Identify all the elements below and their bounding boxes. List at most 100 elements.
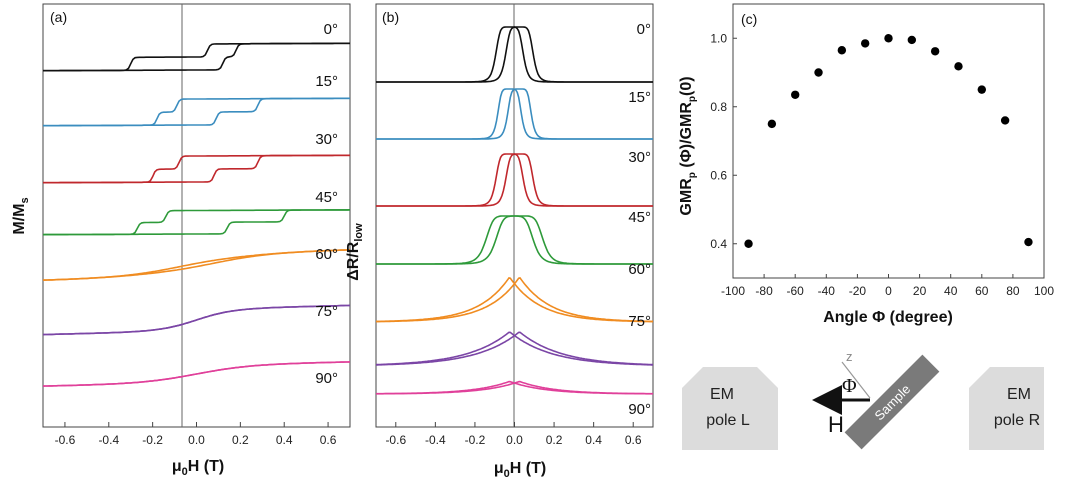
panel-a-curve-5-down [43, 249, 350, 281]
panel-b-series-2 [376, 88, 653, 140]
panel-b-tick-label: -0.4 [425, 433, 446, 447]
panel-c-data-point [930, 47, 940, 56]
panel-a-tick-label: 0.4 [276, 433, 293, 447]
panel-c-data-point [907, 35, 917, 45]
panel-a-tick-label: 0.6 [320, 433, 337, 447]
panel-b-curve-1-down [376, 26, 653, 83]
pole-right-label-line2: pole R [994, 412, 1040, 429]
z-axis-line [841, 361, 871, 399]
panel-b-series-5 [376, 277, 653, 323]
pole-left-label-line1: EM [710, 386, 734, 403]
panel-a-y-axis-label: M/Ms [11, 197, 31, 234]
panel-c-x-tick-label: 40 [944, 284, 958, 298]
panel-a-series-1 [43, 42, 350, 72]
panel-c-y-tick-label: 0.6 [710, 168, 727, 182]
panel-a-tick-label: 0.0 [188, 433, 205, 447]
panel-a-x-axis-label: μ0H (T) [172, 458, 224, 478]
panel-a-curve-2-up [43, 97, 350, 127]
panel-b-series-3 [376, 153, 653, 207]
panel-a-curve-5-up [43, 249, 350, 281]
panel-a-series-4 [42, 209, 351, 236]
panel-c-data-point [860, 39, 870, 48]
panel-a-tick-label: -0.2 [142, 433, 163, 447]
panel-c-data-point [884, 34, 893, 43]
panel-b-curve-4-down [376, 215, 653, 265]
panel-c-y-tick-label: 0.8 [710, 100, 727, 114]
panel-b-x-axis-label: μ0H (T) [494, 460, 546, 480]
panel-c-y-axis-label: GMRp (Φ)/GMRp(0) [678, 76, 698, 215]
panel-b-angle-label: 90° [628, 401, 651, 418]
panel-c-frame [732, 3, 1045, 279]
panel-a-angle-label: 75° [315, 303, 338, 320]
panel-a-angle-label: 15° [315, 73, 338, 90]
panel-b-tick-label: 0.2 [546, 433, 563, 447]
panel-c-x-tick-label: 0 [885, 284, 892, 298]
panel-a-series-3 [43, 154, 350, 184]
panel-b-tick-label: 0.0 [506, 433, 523, 447]
panel-a-curves [42, 42, 351, 387]
panel-c-data-point [977, 85, 986, 94]
field-label: H [828, 412, 844, 437]
panel-a-series-2 [43, 97, 350, 127]
panel-b-series-7 [376, 380, 653, 395]
panel-c-data-point [791, 90, 800, 99]
panel-c-x-tick-label: 80 [1006, 284, 1020, 298]
panel-c-label: (c) [741, 11, 757, 27]
panel-a-curve-1-down [43, 42, 350, 72]
panel-a-curve-3-down [43, 154, 350, 184]
panel-a-series-7 [42, 361, 351, 387]
panel-b-curve-6-down [376, 331, 653, 366]
panel-a-angle-labels: 0° 15° 30° 45° 60° 75° 90° [315, 21, 338, 387]
panel-a-tick-label: 0.2 [232, 433, 249, 447]
panel-b-series-4 [376, 215, 653, 265]
pole-right-label-line1: EM [1007, 386, 1031, 403]
panel-c-data-point [954, 62, 963, 71]
panel-b-y-axis-label: ΔR/Rlow [345, 223, 365, 281]
panel-b-curve-7-down [376, 380, 653, 395]
panel-b-series-1 [376, 26, 653, 83]
panel-a-curve-4-down [42, 209, 351, 236]
panel-c-y-tick-label: 1.0 [710, 31, 727, 45]
schematic: EM pole L EM pole R Sample z H Φ [682, 349, 1044, 450]
panel-a-curve-3-up [43, 154, 350, 184]
panel-b-curve-3-down [376, 153, 653, 207]
panel-c-x-tick-label: -80 [755, 284, 773, 298]
panel-b-tick-label: -0.6 [385, 433, 406, 447]
z-axis-label: z [846, 349, 853, 364]
panel-c-data-point [767, 119, 777, 129]
panel-b-label: (b) [382, 9, 399, 25]
pole-right-shape [969, 367, 1044, 450]
panel-c-x-tick-label: -100 [721, 284, 745, 298]
panel-a-label: (a) [50, 9, 67, 25]
panel-a-angle-label: 0° [324, 21, 338, 38]
panel-b-angle-label: 60° [628, 261, 651, 278]
panel-b-angle-label: 75° [628, 313, 651, 330]
panel-a-curve-4-up [42, 209, 351, 236]
pole-left-shape [682, 367, 778, 450]
panel-c-x-tick-label: -20 [849, 284, 867, 298]
panel-a-tick-label: -0.4 [98, 433, 119, 447]
panel-b-curves [376, 26, 653, 395]
panel-b-series-6 [376, 331, 653, 366]
angle-symbol: Φ [842, 375, 857, 397]
panel-b-angle-label: 30° [628, 149, 651, 166]
panel-b-curve-2-down [376, 88, 653, 140]
panel-b-tick-label: 0.4 [585, 433, 602, 447]
panel-c-data-point [1000, 116, 1010, 125]
panel-a-series-5 [43, 249, 350, 281]
panel-a-angle-label: 90° [315, 370, 338, 387]
panel-a-curve-6-down [42, 304, 351, 336]
panel-c-x-tick-label: 20 [913, 284, 927, 298]
panel-c-x-tick-label: 60 [975, 284, 989, 298]
panel-c-x-tick-label: -40 [818, 284, 836, 298]
panel-c-x-axis-label: Angle Φ (degree) [823, 309, 953, 326]
panel-b-angle-label: 0° [637, 21, 651, 38]
panel-a-angle-label: 45° [315, 189, 338, 206]
panel-b-angle-label: 15° [628, 89, 651, 106]
panel-c-data-point [1024, 237, 1033, 247]
panel-b-x-ticks: -0.6 -0.4 -0.2 0.0 0.2 0.4 0.6 [385, 422, 642, 447]
panel-a-tick-label: -0.6 [55, 433, 76, 447]
panel-c-data-point [837, 46, 847, 55]
panel-c-points [744, 34, 1033, 248]
